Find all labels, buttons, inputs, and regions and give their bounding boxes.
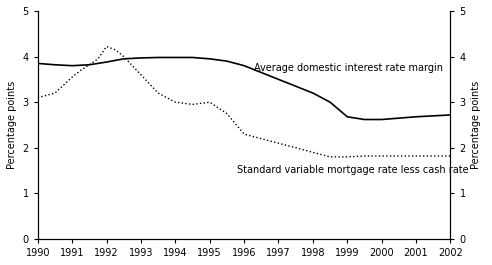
Text: Average domestic interest rate margin: Average domestic interest rate margin — [254, 63, 443, 73]
Y-axis label: Percentage points: Percentage points — [471, 81, 481, 169]
Text: Standard variable mortgage rate less cash rate: Standard variable mortgage rate less cas… — [237, 165, 469, 175]
Y-axis label: Percentage points: Percentage points — [7, 81, 17, 169]
